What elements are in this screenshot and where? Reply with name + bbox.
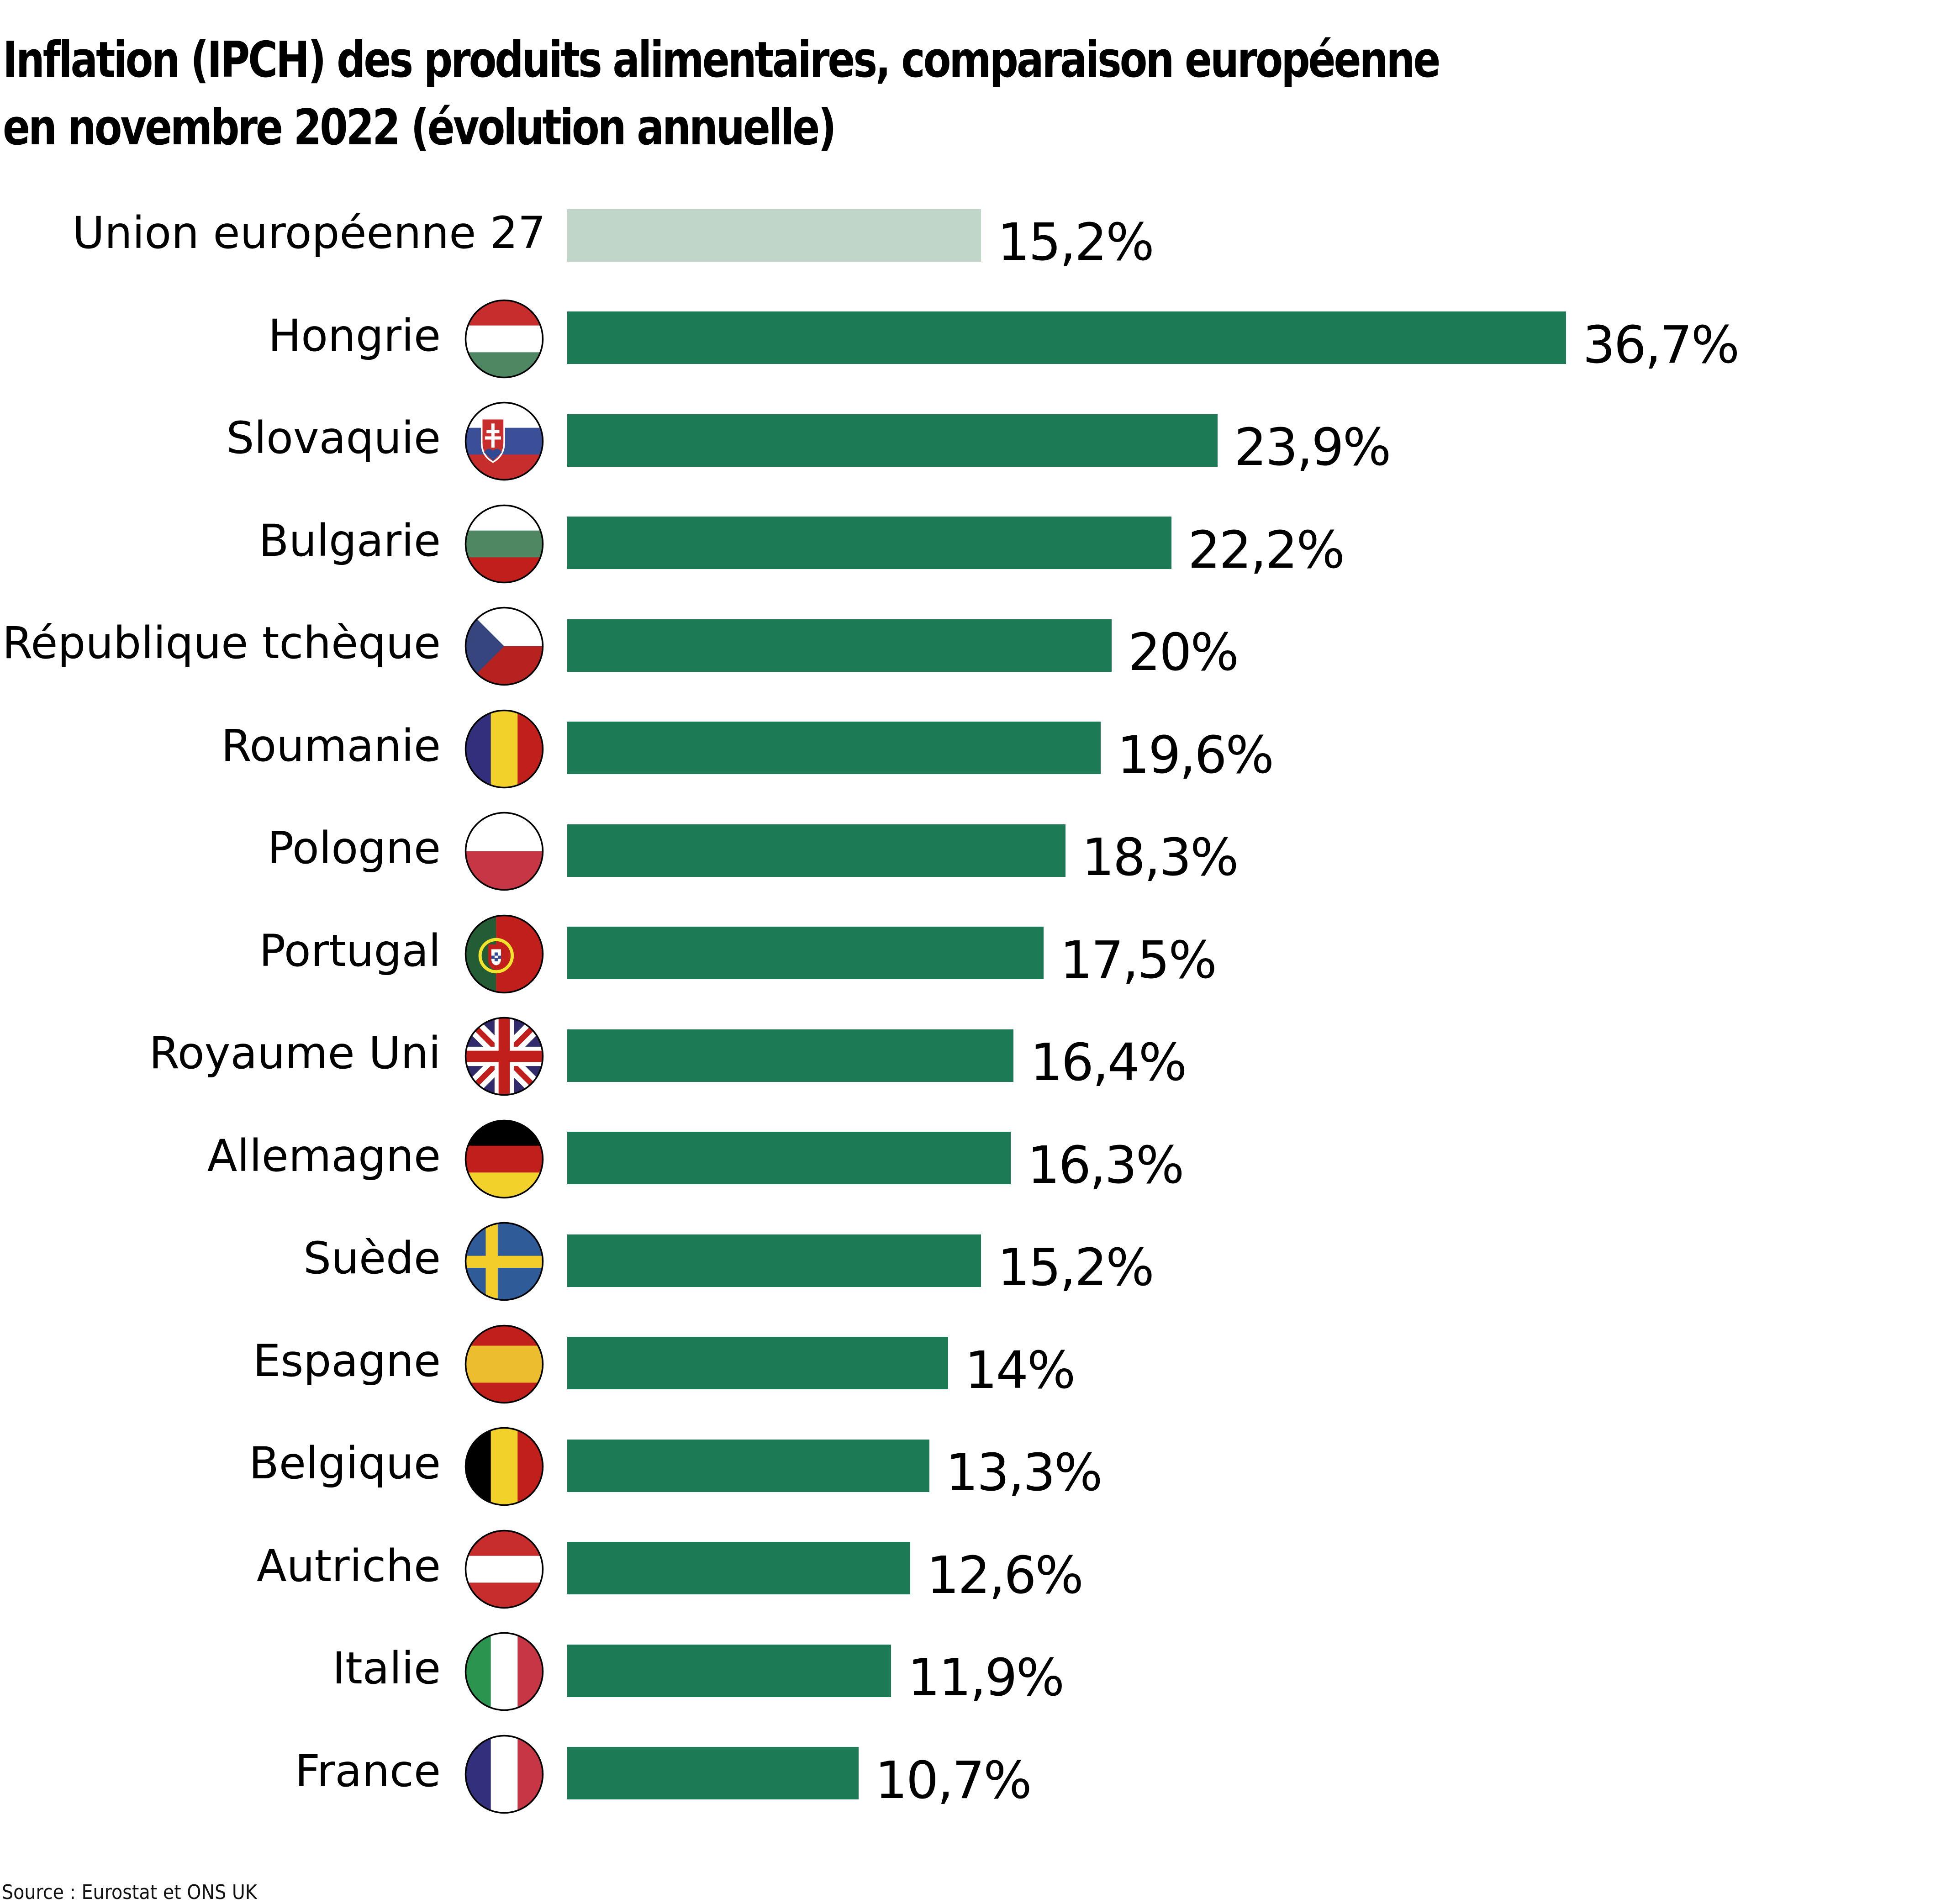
category-label-pologne: Pologne: [267, 823, 441, 874]
bar-roumanie: [567, 722, 1101, 774]
category-label-royaume-uni: Royaume Uni: [149, 1028, 441, 1079]
value-label-roumanie: 19,6%: [1117, 725, 1274, 785]
bar-italie: [567, 1644, 891, 1697]
flag-austria-icon: [464, 1529, 544, 1609]
bar-pologne: [567, 824, 1065, 877]
flag-hungary-icon: [464, 299, 544, 379]
bar-belgique: [567, 1439, 929, 1492]
bar-union-europeenne-27: [567, 209, 981, 262]
category-label-allemagne: Allemagne: [207, 1130, 441, 1181]
bar-republique-tcheque: [567, 619, 1112, 672]
category-label-italie: Italie: [332, 1643, 441, 1694]
value-label-espagne: 14%: [965, 1340, 1076, 1400]
value-label-hongrie: 36,7%: [1582, 315, 1740, 375]
flag-france-icon: [464, 1734, 544, 1814]
value-label-italie: 11,9%: [907, 1648, 1065, 1708]
source-note: Source : Eurostat et ONS UK: [2, 1881, 257, 1904]
value-label-bulgarie: 22,2%: [1188, 520, 1345, 580]
flag-bulgaria-icon: [464, 504, 544, 584]
bar-espagne: [567, 1337, 949, 1389]
flag-slovakia-icon: [464, 401, 544, 481]
category-label-suede: Suède: [303, 1233, 441, 1284]
bar-slovaquie: [567, 414, 1218, 467]
flag-italy-icon: [464, 1631, 544, 1712]
value-label-slovaquie: 23,9%: [1234, 418, 1391, 477]
bar-suede: [567, 1234, 981, 1287]
flag-czech-republic-icon: [464, 606, 544, 686]
value-label-belgique: 13,3%: [945, 1443, 1103, 1503]
category-label-espagne: Espagne: [253, 1335, 441, 1387]
category-label-autriche: Autriche: [257, 1540, 441, 1592]
value-label-republique-tcheque: 20%: [1128, 623, 1239, 682]
value-label-union-europeenne-27: 15,2%: [997, 213, 1155, 272]
category-label-portugal: Portugal: [259, 925, 441, 976]
flag-belgium-icon: [464, 1426, 544, 1507]
bar-allemagne: [567, 1132, 1011, 1184]
value-label-suede: 15,2%: [997, 1238, 1155, 1297]
category-label-hongrie: Hongrie: [268, 310, 441, 361]
flag-spain-icon: [464, 1324, 544, 1404]
flag-romania-icon: [464, 709, 544, 789]
category-label-republique-tcheque: République tchèque: [2, 617, 441, 669]
category-label-france: France: [295, 1745, 441, 1797]
bar-royaume-uni: [567, 1029, 1014, 1082]
flag-united-kingdom-icon: [464, 1016, 544, 1097]
flag-poland-icon: [464, 811, 544, 891]
category-label-belgique: Belgique: [248, 1438, 441, 1489]
bar-france: [567, 1747, 859, 1799]
value-label-france: 10,7%: [875, 1751, 1032, 1810]
category-label-bulgarie: Bulgarie: [258, 515, 441, 566]
bar-hongrie: [567, 311, 1567, 364]
bar-bulgarie: [567, 517, 1172, 569]
category-label-union-europeenne-27: Union européenne 27: [72, 207, 546, 258]
value-label-portugal: 17,5%: [1060, 930, 1217, 990]
chart-title-line-2: en novembre 2022 (évolution annuelle): [3, 99, 837, 156]
value-label-royaume-uni: 16,4%: [1030, 1033, 1187, 1092]
chart-title: Inflation (IPCH) des produits alimentair…: [3, 26, 1501, 162]
value-label-autriche: 12,6%: [926, 1545, 1084, 1605]
flag-portugal-icon: [464, 914, 544, 994]
flag-sweden-icon: [464, 1221, 544, 1302]
bar-autriche: [567, 1542, 910, 1594]
flag-germany-icon: [464, 1119, 544, 1199]
value-label-pologne: 18,3%: [1081, 828, 1239, 887]
chart-title-line-1: Inflation (IPCH) des produits alimentair…: [3, 32, 1440, 89]
category-label-slovaquie: Slovaquie: [226, 412, 441, 464]
bar-portugal: [567, 927, 1044, 979]
category-label-roumanie: Roumanie: [221, 720, 441, 771]
value-label-allemagne: 16,3%: [1027, 1135, 1184, 1195]
